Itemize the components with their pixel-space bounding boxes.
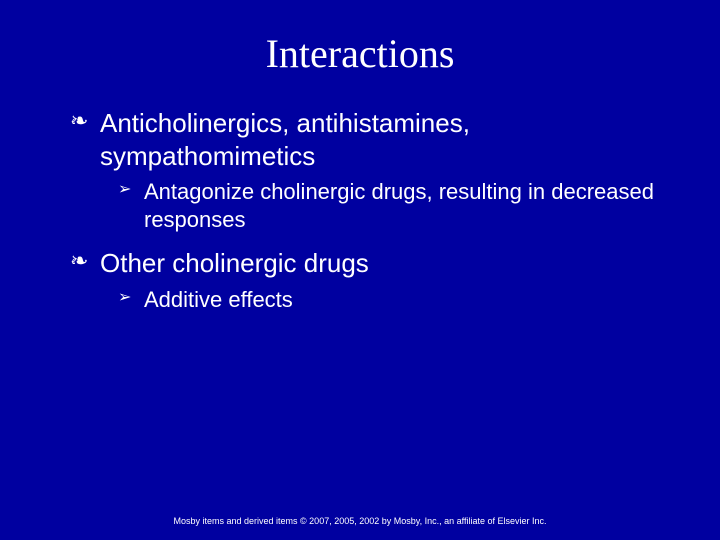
subbullet-text: Antagonize cholinergic drugs, resulting … bbox=[144, 179, 654, 232]
slide-footer: Mosby items and derived items © 2007, 20… bbox=[0, 516, 720, 526]
subbullet-text: Additive effects bbox=[144, 287, 293, 312]
slide-title: Interactions bbox=[0, 30, 720, 77]
bullet-text: Other cholinergic drugs bbox=[100, 248, 369, 278]
bullet-list-level2: Antagonize cholinergic drugs, resulting … bbox=[118, 178, 660, 233]
bullet-list-level1: Anticholinergics, antihistamines, sympat… bbox=[70, 107, 660, 313]
bullet-item: Anticholinergics, antihistamines, sympat… bbox=[70, 107, 660, 233]
bullet-list-level2: Additive effects bbox=[118, 286, 660, 314]
subbullet-item: Additive effects bbox=[118, 286, 660, 314]
slide-content: Anticholinergics, antihistamines, sympat… bbox=[0, 107, 720, 313]
subbullet-item: Antagonize cholinergic drugs, resulting … bbox=[118, 178, 660, 233]
bullet-text: Anticholinergics, antihistamines, sympat… bbox=[100, 108, 470, 171]
slide: Interactions Anticholinergics, antihista… bbox=[0, 0, 720, 540]
bullet-item: Other cholinergic drugs Additive effects bbox=[70, 247, 660, 313]
